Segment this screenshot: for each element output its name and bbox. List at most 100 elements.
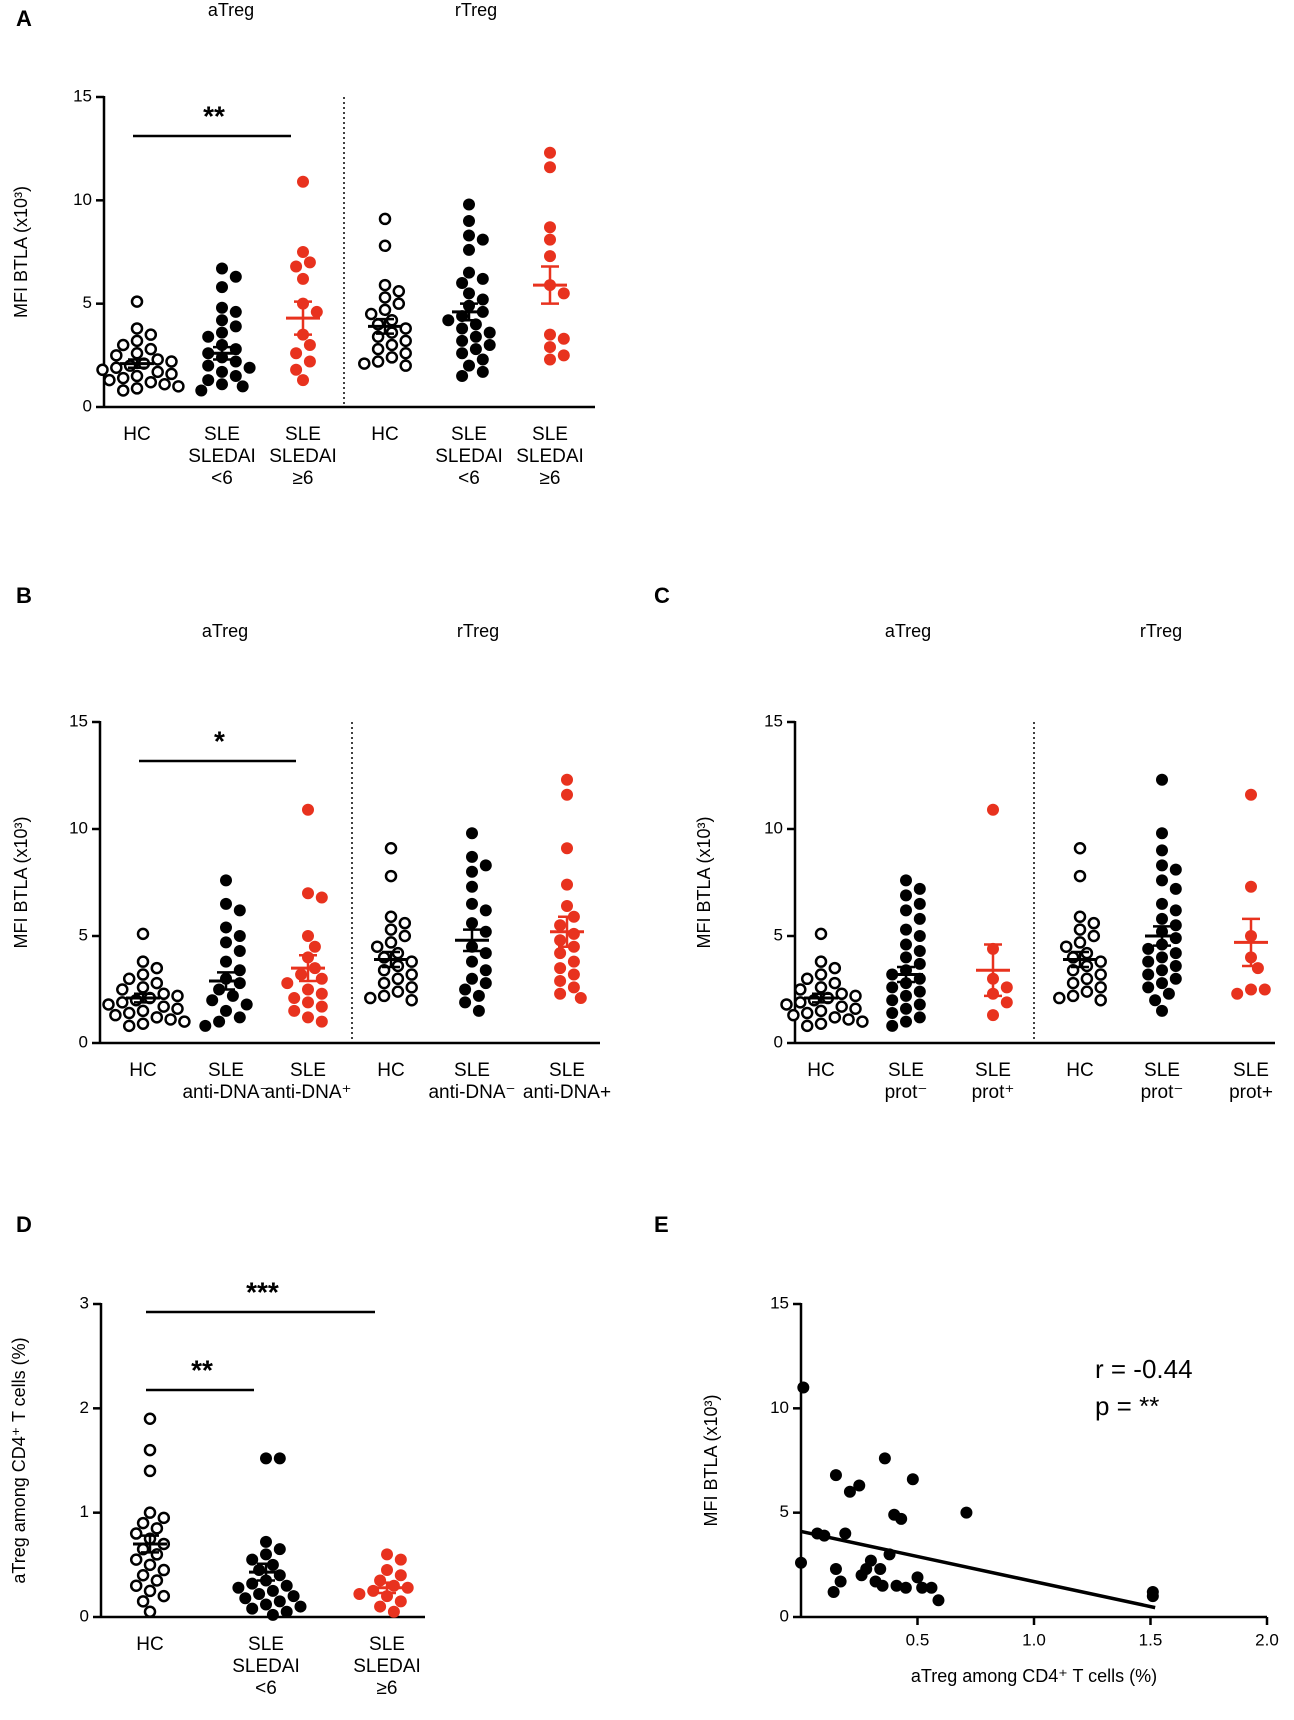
data-point (466, 972, 478, 985)
data-point (554, 987, 567, 1000)
data-point (216, 281, 228, 294)
data-point (456, 277, 469, 289)
data-point (544, 146, 556, 159)
data-point (456, 370, 469, 382)
data-point (392, 285, 406, 298)
y-tick-label: 15 (764, 711, 783, 730)
data-point (794, 983, 807, 996)
data-point (1156, 827, 1168, 840)
data-point (557, 332, 570, 345)
data-point (216, 314, 228, 327)
data-point (216, 365, 228, 378)
y-tick-label: 0 (80, 1606, 89, 1625)
data-point (795, 1556, 807, 1569)
x-tick-label: anti-DNA⁻ (428, 1082, 515, 1103)
data-point (1059, 940, 1073, 953)
data-point (378, 278, 392, 292)
data-point (378, 303, 392, 317)
data-point (814, 955, 828, 968)
data-point (202, 359, 215, 372)
data-point (1231, 987, 1244, 1000)
x-tick-label: SLE (285, 424, 321, 445)
data-point (253, 1588, 266, 1601)
data-point (384, 910, 398, 923)
x-tick-label: ≥6 (540, 468, 561, 489)
x-tick-label: SLE (1144, 1060, 1180, 1081)
data-point (878, 1452, 891, 1465)
data-point (150, 1574, 164, 1587)
x-tick-label: SLEDAI (188, 446, 256, 467)
x-tick-label: SLE (549, 1060, 585, 1081)
data-point (116, 983, 129, 996)
data-point (1142, 981, 1155, 994)
data-point (899, 1581, 912, 1594)
data-point (129, 1553, 143, 1566)
x-tick-label: HC (136, 1634, 163, 1655)
annotation: p = ** (1095, 1391, 1159, 1421)
data-point (290, 363, 303, 376)
data-point (233, 1011, 246, 1024)
data-point (900, 951, 912, 964)
data-point (116, 384, 130, 397)
data-point (288, 1004, 301, 1017)
data-point (384, 842, 398, 855)
data-point (1073, 936, 1087, 949)
x-tick-label: SLE (975, 1060, 1011, 1081)
data-point (442, 314, 455, 327)
data-point (371, 355, 385, 368)
data-point (466, 850, 478, 863)
data-point (874, 1563, 887, 1576)
data-point (1142, 955, 1155, 968)
data-point (216, 378, 228, 391)
x-tick-label: <6 (458, 468, 480, 489)
data-point (399, 347, 412, 360)
data-point (229, 370, 242, 382)
data-point (800, 1006, 814, 1020)
data-point (229, 320, 242, 333)
data-point (246, 1577, 259, 1590)
data-point (295, 968, 308, 981)
data-point (385, 351, 399, 364)
data-point (144, 342, 158, 356)
data-point (273, 1595, 286, 1608)
data-point (839, 1527, 852, 1540)
data-point (381, 1548, 393, 1561)
data-point (483, 326, 496, 339)
x-tick-label: SLEDAI (353, 1656, 421, 1677)
data-point (290, 347, 303, 360)
data-point (913, 957, 926, 970)
y-tick-label: 15 (770, 1293, 789, 1312)
data-point (394, 1595, 407, 1608)
data-point (151, 353, 164, 366)
data-point (130, 334, 144, 348)
data-point (405, 968, 418, 981)
data-point (220, 1004, 232, 1017)
x-tick-label: SLEDAI (232, 1656, 300, 1677)
data-point (864, 1554, 877, 1567)
data-point (466, 917, 478, 930)
data-point (827, 1585, 840, 1598)
data-point (266, 1608, 279, 1621)
y-tick-label: 15 (73, 86, 92, 105)
data-point (165, 367, 178, 381)
data-point (202, 374, 215, 387)
data-point (1073, 842, 1087, 855)
data-point (900, 989, 912, 1002)
x-tick-label: SLE (369, 1634, 405, 1655)
data-point (1080, 972, 1094, 986)
data-point (136, 1569, 150, 1582)
x-tick-label: prot⁺ (972, 1082, 1015, 1103)
data-point (164, 1013, 177, 1026)
data-point (353, 1588, 366, 1601)
panel-letter: B (16, 583, 32, 608)
data-point (233, 904, 246, 917)
data-point (157, 1511, 171, 1525)
data-point (297, 374, 309, 387)
data-point (116, 338, 130, 352)
data-point (110, 361, 123, 374)
x-tick-label: ≥6 (293, 468, 314, 489)
data-point (260, 1598, 272, 1611)
x-tick-label: 0.5 (906, 1630, 930, 1649)
data-point (797, 1381, 810, 1394)
data-point (195, 384, 208, 397)
